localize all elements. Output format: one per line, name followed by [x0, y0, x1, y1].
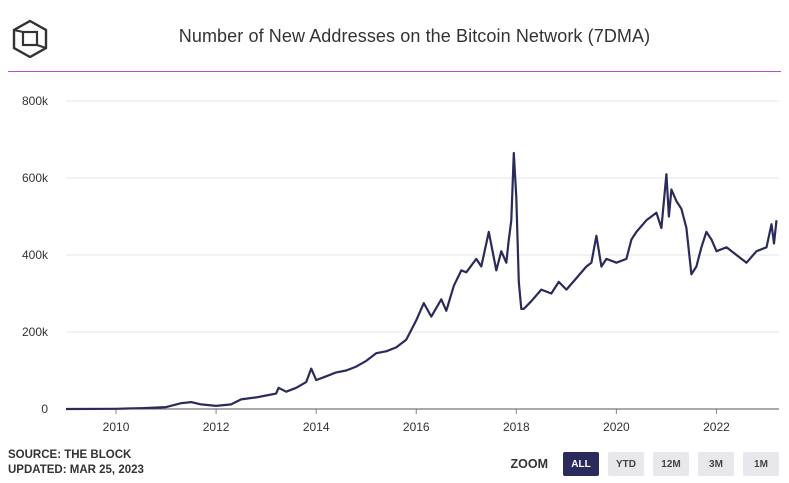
zoom-3m-button[interactable]: 3M	[698, 452, 734, 476]
chart-title: Number of New Addresses on the Bitcoin N…	[178, 26, 651, 46]
x-tick-label: 2016	[403, 420, 430, 434]
x-tick-label: 2012	[203, 420, 230, 434]
zoom-12m-button[interactable]: 12M	[653, 452, 689, 476]
the-block-logo-icon	[12, 19, 48, 58]
x-axis-tick-labels: 2010 2012 2014 2016 2018 2020 2022	[103, 409, 730, 434]
title-divider	[8, 71, 781, 72]
x-tick-label: 2020	[603, 420, 630, 434]
x-tick-label: 2014	[303, 420, 330, 434]
x-tick-label: 2022	[703, 420, 730, 434]
y-tick-label: 400k	[22, 248, 49, 262]
y-tick-label: 800k	[22, 94, 49, 108]
zoom-all-button[interactable]: ALL	[563, 452, 599, 476]
series-line-new-addresses	[65, 151, 778, 411]
y-tick-label: 200k	[22, 325, 49, 339]
grid-lines	[66, 100, 779, 333]
source-block: SOURCE: THE BLOCK UPDATED: MAR 25, 2023	[8, 448, 144, 478]
zoom-label: ZOOM	[510, 457, 549, 471]
x-tick-label: 2010	[103, 420, 130, 434]
updated-text: UPDATED: MAR 25, 2023	[8, 464, 144, 476]
y-tick-label: 0	[41, 402, 48, 416]
zoom-1m-button[interactable]: 1M	[743, 452, 779, 476]
x-tick-label: 2018	[503, 420, 530, 434]
zoom-ytd-button[interactable]: YTD	[608, 452, 644, 476]
zoom-controls: ZOOM ALL YTD 12M 3M 1M	[510, 452, 779, 476]
y-axis-tick-labels: 0 200k 400k 600k 800k	[22, 94, 49, 416]
source-text: SOURCE: THE BLOCK	[8, 449, 132, 461]
y-tick-label: 600k	[22, 171, 49, 185]
